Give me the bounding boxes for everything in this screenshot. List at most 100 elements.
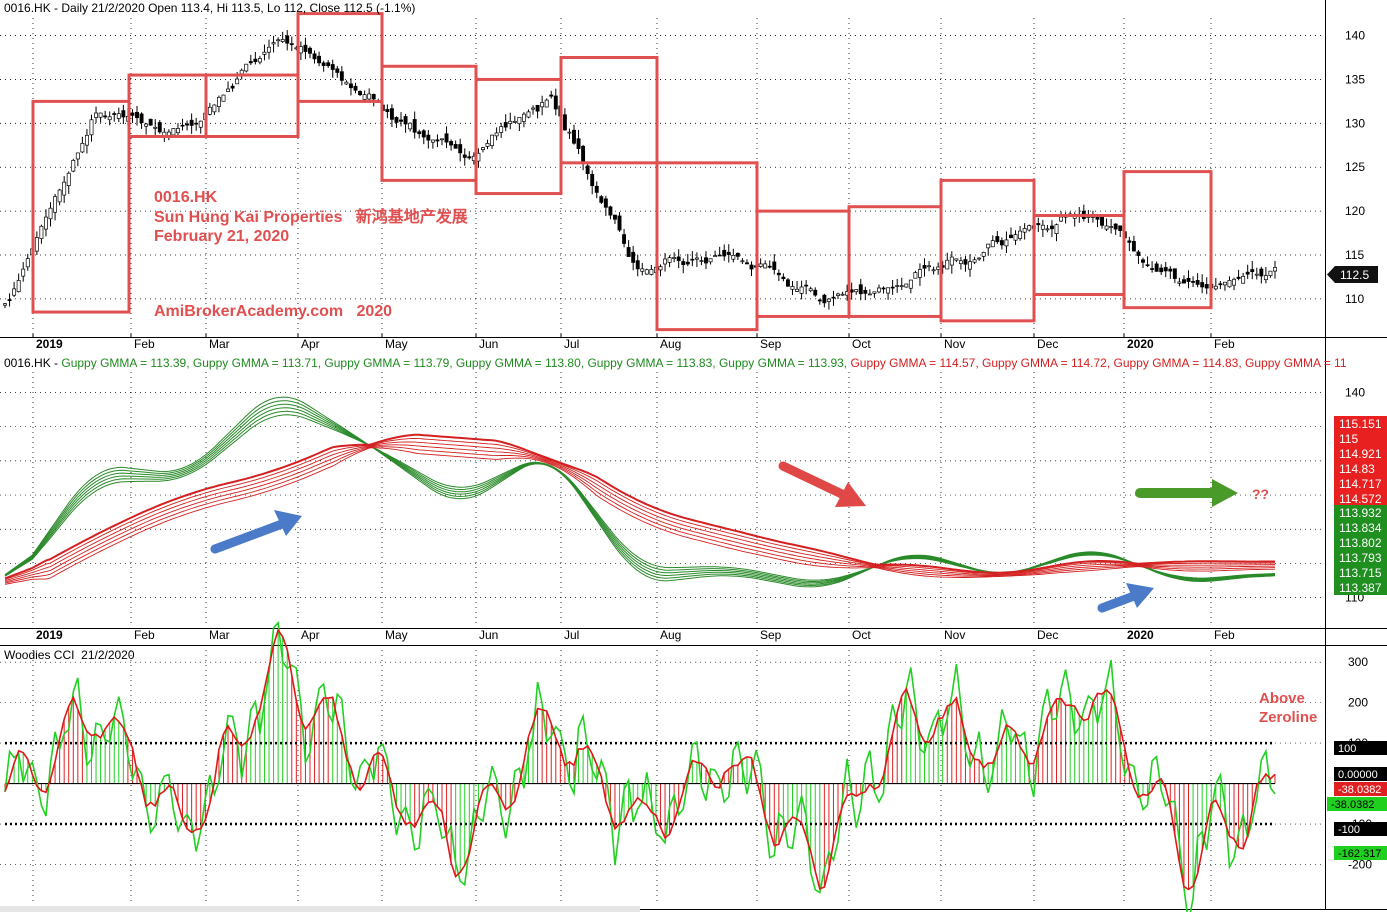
gmma-red-tag <box>1334 476 1387 491</box>
gmma-x-tick-label: Feb <box>134 628 155 642</box>
candle-body-up <box>62 181 67 196</box>
candle <box>685 253 690 267</box>
candle-body-down <box>817 299 822 302</box>
candle <box>1131 235 1136 252</box>
candle <box>722 244 727 261</box>
candle <box>1104 218 1109 232</box>
candle <box>3 302 7 309</box>
candle <box>599 195 604 205</box>
candle <box>348 78 353 96</box>
candle <box>71 158 76 173</box>
candle <box>717 246 722 257</box>
candle-body-up <box>867 293 872 296</box>
candle <box>435 134 440 148</box>
candle <box>872 291 877 298</box>
candle <box>694 252 699 268</box>
candle <box>1213 277 1218 291</box>
candle-body-up <box>945 259 950 270</box>
candle <box>176 122 180 137</box>
candle <box>417 129 422 139</box>
candle-body-up <box>367 93 372 100</box>
candle <box>494 127 499 141</box>
candle <box>271 35 276 53</box>
candle <box>867 289 872 296</box>
candle <box>790 280 795 296</box>
candle <box>1009 227 1013 239</box>
candle-body-down <box>189 119 194 126</box>
candle-body-up <box>3 303 7 306</box>
candle-body-down <box>776 272 781 276</box>
candle-body-up <box>262 51 267 55</box>
candle <box>622 228 627 248</box>
candle-body-down <box>749 264 754 270</box>
price-gridlines <box>0 35 1325 300</box>
candle <box>458 138 463 162</box>
price-x-tick-label: Apr <box>301 337 320 351</box>
candle <box>53 193 58 221</box>
sheet-tabs[interactable] <box>0 906 640 912</box>
candle <box>112 111 117 122</box>
candle <box>562 108 567 131</box>
candle <box>1150 261 1155 273</box>
candle <box>157 120 162 134</box>
candle <box>913 270 918 279</box>
candle <box>576 129 581 155</box>
candle-body-up <box>1241 275 1246 284</box>
candle-body-up <box>740 260 745 263</box>
candle <box>462 148 467 166</box>
candle-body-down <box>922 265 927 269</box>
candle-body-up <box>927 265 932 268</box>
candle-body-down <box>963 259 968 265</box>
candle <box>549 90 554 99</box>
candle-body-up <box>485 143 490 147</box>
candle <box>339 66 344 86</box>
candle-body-down <box>399 119 403 122</box>
price-x-tick-label: May <box>385 337 408 351</box>
candle-body-down <box>194 122 199 125</box>
cci-value-tags: 100 0.00000 -38.0382 -38.0382 -100 -162.317 <box>1327 741 1387 860</box>
candle-body-down <box>1131 241 1136 252</box>
candle-body-up <box>826 298 831 302</box>
candle-body-up <box>362 94 367 100</box>
candle-body-down <box>594 185 599 193</box>
candle-body-up <box>840 293 845 296</box>
candle <box>21 262 26 282</box>
candle-body-up <box>667 257 672 263</box>
price-x-tick-label: Oct <box>852 337 871 351</box>
candle-body-up <box>968 261 972 270</box>
candle <box>799 280 804 300</box>
candle <box>1168 266 1173 279</box>
candle-body-down <box>1168 268 1173 272</box>
candle-body-up <box>171 128 176 136</box>
candle-body-up <box>298 46 303 54</box>
candle <box>257 55 262 65</box>
candle <box>572 124 576 145</box>
candle <box>863 286 868 301</box>
candle-body-up <box>276 39 281 42</box>
monthly-range-box <box>559 56 659 165</box>
candle <box>303 37 308 60</box>
candle-body-up <box>799 286 804 294</box>
candle-body-up <box>1263 275 1268 281</box>
gmma-green-tag-label: 113.793 <box>1339 551 1382 565</box>
green-arrow <box>1135 479 1238 507</box>
candle-body-down <box>681 261 686 266</box>
candle-body-down <box>549 94 554 97</box>
candle <box>922 258 927 277</box>
candle-body-up <box>116 113 121 119</box>
gmma-x-tick-label: Apr <box>301 628 320 642</box>
candle-body-down <box>772 261 777 270</box>
candle <box>1263 267 1268 284</box>
monthly-range-box <box>755 209 851 318</box>
candle-body-up <box>440 138 444 141</box>
candle <box>12 281 17 298</box>
gmma-x-tick-label: Nov <box>944 628 965 642</box>
candle <box>1177 277 1182 287</box>
candle <box>135 105 139 126</box>
candle <box>836 292 840 299</box>
candle-body-down <box>785 279 790 287</box>
candle <box>276 37 281 47</box>
candle-body-down <box>881 287 886 290</box>
candle <box>103 110 108 119</box>
candle-body-up <box>1273 267 1277 272</box>
